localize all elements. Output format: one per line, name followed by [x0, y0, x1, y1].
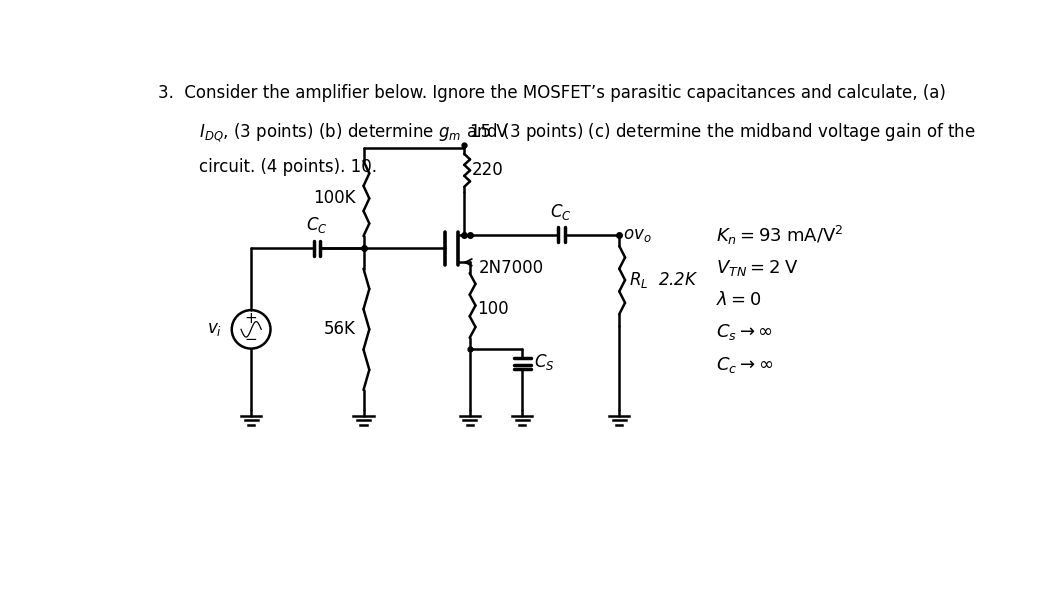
Text: 3.  Consider the amplifier below. Ignore the MOSFET’s parasitic capacitances and: 3. Consider the amplifier below. Ignore … — [158, 84, 946, 102]
Text: 2N7000: 2N7000 — [479, 258, 544, 277]
Text: $ov_o$: $ov_o$ — [624, 226, 652, 243]
Text: $v_i$: $v_i$ — [208, 320, 222, 339]
Text: $C_S$: $C_S$ — [534, 352, 554, 372]
Text: 56K: 56K — [324, 320, 355, 339]
Text: −: − — [245, 333, 258, 347]
Text: $R_L$  2.2K: $R_L$ 2.2K — [629, 270, 698, 290]
Text: circuit. (4 points). 10.: circuit. (4 points). 10. — [177, 158, 376, 176]
Text: $C_c \rightarrow \infty$: $C_c \rightarrow \infty$ — [716, 355, 773, 375]
Text: 15 V: 15 V — [471, 124, 508, 142]
Text: $I_{DQ}$, (3 points) (b) determine $g_m$ and (3 points) (c) determine the midban: $I_{DQ}$, (3 points) (b) determine $g_m$… — [177, 121, 976, 144]
Text: $V_{TN} = 2\;\mathrm{V}$: $V_{TN} = 2\;\mathrm{V}$ — [716, 258, 799, 278]
Text: $C_s \rightarrow \infty$: $C_s \rightarrow \infty$ — [716, 322, 773, 343]
Text: $\lambda = 0$: $\lambda = 0$ — [716, 291, 762, 309]
Text: $C_C$: $C_C$ — [306, 215, 328, 236]
Text: $K_n = 93\;\mathrm{mA/V^2}$: $K_n = 93\;\mathrm{mA/V^2}$ — [716, 224, 844, 247]
Text: 100: 100 — [478, 300, 509, 318]
Text: $C_C$: $C_C$ — [550, 202, 572, 221]
Text: +: + — [245, 311, 258, 326]
Text: 220: 220 — [472, 161, 504, 179]
Text: 100K: 100K — [313, 189, 355, 208]
